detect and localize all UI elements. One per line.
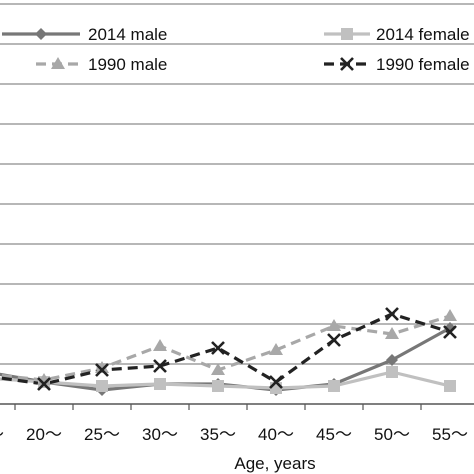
data-point-2014-female: [328, 380, 340, 392]
series-line-1990-female: [0, 312, 451, 386]
legend-label-1990-male: 1990 male: [88, 55, 167, 74]
data-point-1990-male: [385, 327, 399, 339]
legend-marker: [51, 57, 65, 69]
legend-swatch-2014-male: [2, 28, 80, 40]
legend-item-1990-male: 1990 male: [36, 55, 167, 74]
series-markers: [37, 307, 457, 396]
data-point-2014-female: [96, 380, 108, 392]
legend-marker: [35, 28, 47, 40]
data-point-1990-female: [153, 359, 167, 373]
x-tick-label: 45～: [316, 425, 352, 444]
legend-marker: [340, 57, 354, 71]
x-tick-label: 25～: [84, 425, 120, 444]
x-tick-labels: 15～ 20～ 25～ 30～ 35～ 40～ 45～ 50～ 55～: [0, 425, 468, 444]
x-tick-label: 35～: [200, 425, 236, 444]
data-point-1990-male: [269, 343, 283, 355]
legend-item-2014-male: 2014 male: [2, 25, 167, 44]
data-point-2014-male: [444, 322, 456, 334]
x-tick-label: 40～: [258, 425, 294, 444]
data-point-2014-female: [212, 380, 224, 392]
x-tick-label: 50～: [374, 425, 410, 444]
legend-swatch-1990-female: [324, 57, 370, 71]
x-tick-label: 30～: [142, 425, 178, 444]
series-line-1990-male: [0, 314, 451, 382]
data-point-2014-male: [386, 354, 398, 366]
series-lines: [0, 312, 451, 392]
x-tick-label: 15～: [0, 425, 4, 444]
data-point-1990-male: [443, 309, 457, 321]
legend-swatch-1990-male: [36, 57, 80, 69]
data-point-1990-female: [327, 333, 341, 347]
x-tick-label: 55～: [432, 425, 468, 444]
legend-item-1990-female: 1990 female: [324, 55, 470, 74]
data-point-1990-female: [385, 307, 399, 321]
series-line-2014-male: [0, 326, 451, 392]
legend-marker: [341, 28, 353, 40]
x-tick-label: 20～: [26, 425, 62, 444]
x-axis-title: Age, years: [234, 454, 315, 473]
data-point-1990-female: [95, 363, 109, 377]
gridlines: [0, 3, 474, 365]
data-point-1990-female: [37, 377, 51, 391]
data-point-1990-female: [443, 325, 457, 339]
x-axis: [0, 403, 474, 410]
data-point-1990-male: [211, 363, 225, 375]
legend-label-1990-female: 1990 female: [376, 55, 470, 74]
legend: 2014 male 2014 female 1990 male 1990 fem…: [2, 25, 470, 74]
data-point-2014-female: [386, 366, 398, 378]
data-point-2014-female: [154, 378, 166, 390]
data-point-2014-female: [444, 380, 456, 392]
data-point-1990-male: [95, 361, 109, 373]
data-point-1990-male: [153, 339, 167, 351]
data-point-1990-female: [269, 375, 283, 389]
data-point-1990-female: [211, 341, 225, 355]
legend-swatch-2014-female: [324, 28, 370, 40]
data-point-1990-male: [327, 319, 341, 331]
legend-item-2014-female: 2014 female: [324, 25, 470, 44]
legend-label-2014-female: 2014 female: [376, 25, 470, 44]
legend-label-2014-male: 2014 male: [88, 25, 167, 44]
